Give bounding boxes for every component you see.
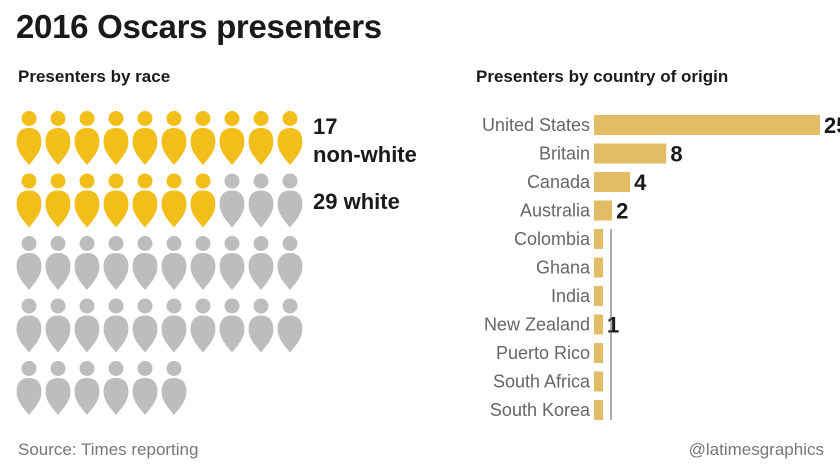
- person-icon: [277, 236, 303, 290]
- category-label: Colombia: [514, 229, 591, 249]
- race-subtitle: Presenters by race: [18, 67, 171, 86]
- person-icon: [161, 236, 187, 290]
- category-label: India: [551, 286, 591, 306]
- value-label: 2: [616, 199, 628, 224]
- category-label: Australia: [520, 201, 591, 221]
- person-icon: [16, 236, 42, 290]
- person-icon: [190, 173, 216, 228]
- bar: [594, 314, 604, 335]
- person-icon: [74, 236, 100, 290]
- person-icon: [74, 111, 100, 165]
- person-icon: [190, 111, 216, 165]
- person-icon: [103, 298, 129, 353]
- person-icon: [132, 111, 158, 165]
- bar: [594, 400, 604, 420]
- category-label: South Africa: [493, 372, 591, 392]
- credit-note: @latimesgraphics: [688, 440, 824, 459]
- person-icon: [45, 236, 71, 290]
- white-label: 29 white: [313, 189, 400, 214]
- person-icon: [103, 111, 129, 165]
- bar: [594, 143, 667, 164]
- person-icon: [103, 173, 129, 228]
- person-icon: [248, 173, 274, 228]
- bar: [594, 200, 613, 221]
- person-icon: [161, 298, 187, 353]
- bar: [594, 229, 604, 249]
- bar: [594, 371, 604, 392]
- category-label: Puerto Rico: [496, 343, 590, 363]
- person-icon: [74, 298, 100, 353]
- person-icon: [219, 173, 245, 228]
- person-icon: [277, 298, 303, 353]
- bar: [594, 115, 820, 135]
- person-icon: [132, 173, 158, 228]
- person-icon: [219, 298, 245, 353]
- person-icon: [132, 298, 158, 353]
- bar: [594, 286, 604, 306]
- person-icon: [74, 361, 100, 415]
- category-label: New Zealand: [484, 315, 590, 335]
- person-icon: [277, 111, 303, 165]
- person-icon: [45, 111, 71, 165]
- person-icon: [132, 236, 158, 290]
- person-icon: [45, 173, 71, 228]
- person-icon: [190, 236, 216, 290]
- category-label: Britain: [539, 144, 590, 164]
- category-label: Ghana: [536, 258, 591, 278]
- value-label: 4: [634, 170, 647, 195]
- bar: [594, 343, 604, 363]
- person-icon: [16, 111, 42, 165]
- person-icon: [16, 298, 42, 353]
- person-icon: [219, 236, 245, 290]
- person-icon: [161, 361, 187, 415]
- person-icon: [190, 298, 216, 353]
- person-icon: [16, 361, 42, 415]
- category-label: Canada: [527, 172, 591, 192]
- person-icon: [103, 236, 129, 290]
- person-icon: [161, 111, 187, 165]
- person-icon: [132, 361, 158, 415]
- person-icon: [45, 361, 71, 415]
- value-label: 25: [824, 113, 840, 138]
- category-label: South Korea: [490, 400, 591, 420]
- person-icon: [277, 173, 303, 228]
- person-icon: [248, 111, 274, 165]
- source-note: Source: Times reporting: [18, 440, 199, 459]
- person-icon: [161, 173, 187, 228]
- person-icon: [219, 111, 245, 165]
- person-icon: [74, 173, 100, 228]
- country-subtitle: Presenters by country of origin: [476, 67, 729, 86]
- person-icon: [45, 298, 71, 353]
- person-icon: [248, 298, 274, 353]
- category-label: United States: [482, 115, 590, 135]
- person-icon: [103, 361, 129, 415]
- person-icon: [16, 173, 42, 228]
- value-label: 8: [670, 142, 682, 167]
- bar: [594, 172, 631, 192]
- person-icon: [248, 236, 274, 290]
- bar: [594, 257, 604, 278]
- chart-title: 2016 Oscars presenters: [16, 8, 382, 45]
- value-label: 1: [607, 313, 619, 338]
- non-white-label: 17 non-white: [313, 114, 417, 167]
